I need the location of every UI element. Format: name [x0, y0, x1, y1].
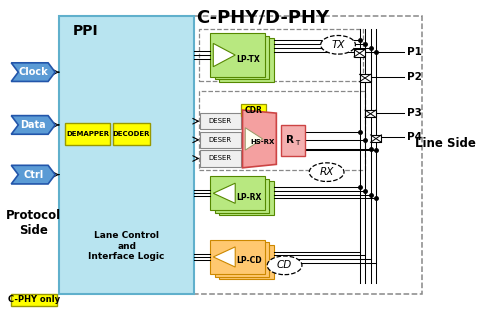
- Bar: [113, 123, 150, 145]
- Bar: [200, 132, 240, 148]
- Text: DESER: DESER: [209, 155, 232, 162]
- Polygon shape: [242, 110, 276, 168]
- Text: DESER: DESER: [209, 137, 232, 143]
- Bar: [365, 110, 376, 118]
- Polygon shape: [213, 247, 235, 267]
- Bar: [281, 125, 305, 156]
- Bar: [65, 123, 110, 145]
- Text: R: R: [286, 134, 294, 144]
- Bar: [215, 36, 269, 79]
- Text: Protocol
Side: Protocol Side: [6, 209, 61, 237]
- Text: P3: P3: [407, 108, 421, 118]
- Bar: [215, 242, 269, 276]
- Text: HS-RX: HS-RX: [251, 139, 275, 145]
- Bar: [371, 135, 382, 142]
- Text: LP-TX: LP-TX: [236, 55, 260, 64]
- Text: PPI: PPI: [73, 24, 98, 38]
- Text: P2: P2: [407, 72, 421, 82]
- Bar: [199, 29, 363, 81]
- Ellipse shape: [267, 256, 302, 275]
- Text: Ctrl: Ctrl: [23, 170, 43, 180]
- Text: Clock: Clock: [18, 67, 48, 77]
- Polygon shape: [11, 165, 55, 184]
- Bar: [11, 294, 57, 306]
- Text: T: T: [295, 140, 300, 146]
- Polygon shape: [213, 43, 235, 67]
- Bar: [59, 16, 194, 294]
- Bar: [200, 150, 240, 167]
- Text: DESER: DESER: [209, 118, 232, 124]
- Bar: [210, 240, 265, 274]
- Text: RX: RX: [320, 167, 334, 177]
- Bar: [215, 179, 269, 213]
- Ellipse shape: [321, 36, 355, 54]
- Text: CD: CD: [277, 260, 292, 270]
- Text: Line Side: Line Side: [415, 137, 476, 150]
- Text: Data: Data: [20, 120, 46, 130]
- Polygon shape: [11, 116, 55, 134]
- Text: TX: TX: [331, 40, 345, 50]
- Bar: [360, 74, 371, 82]
- Text: P1: P1: [407, 47, 421, 57]
- Bar: [219, 245, 274, 279]
- Ellipse shape: [309, 163, 344, 182]
- Bar: [354, 50, 365, 57]
- Bar: [241, 104, 266, 116]
- Text: DEMAPPER: DEMAPPER: [66, 131, 109, 137]
- Bar: [210, 176, 265, 210]
- Text: LP-RX: LP-RX: [237, 193, 262, 202]
- Bar: [219, 38, 274, 82]
- Polygon shape: [213, 183, 235, 203]
- Text: C-PHY/D-PHY: C-PHY/D-PHY: [196, 8, 329, 27]
- Bar: [199, 91, 365, 170]
- Polygon shape: [245, 128, 263, 150]
- Text: Lane Control
and
Interface Logic: Lane Control and Interface Logic: [88, 231, 165, 261]
- Bar: [210, 33, 265, 77]
- Text: DECODER: DECODER: [113, 131, 150, 137]
- Bar: [200, 113, 240, 129]
- Text: CDR: CDR: [245, 105, 263, 115]
- Text: P4: P4: [407, 132, 421, 142]
- Polygon shape: [11, 63, 55, 81]
- Text: LP-CD: LP-CD: [237, 256, 262, 265]
- Bar: [193, 16, 422, 294]
- Text: C-PHY only: C-PHY only: [8, 295, 60, 304]
- Bar: [219, 181, 274, 215]
